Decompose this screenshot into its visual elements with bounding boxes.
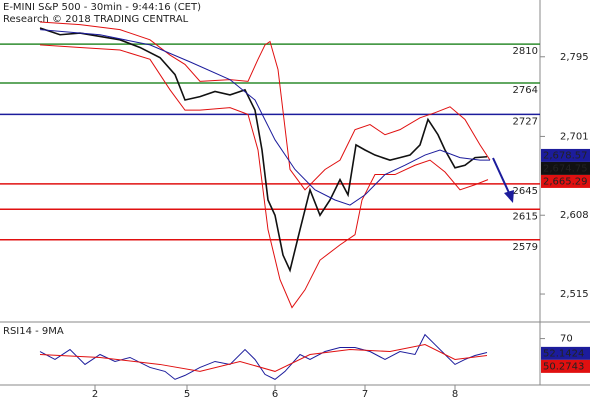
level-label: 2615 <box>513 211 538 222</box>
forecast-arrow <box>492 157 511 196</box>
value-box <box>541 359 590 373</box>
x-tick-label: 5 <box>184 389 190 400</box>
y-tick-label: 2,608 <box>560 210 589 221</box>
x-tick-label: 2 <box>92 389 98 400</box>
value-box-label: 2,665.29 <box>543 176 588 187</box>
y-tick-label: 2,701 <box>560 131 589 142</box>
x-tick-label: 8 <box>452 389 458 400</box>
level-label: 2764 <box>513 85 538 96</box>
chart-subtitle: Research © 2018 TRADING CENTRAL <box>3 14 189 25</box>
value-box <box>541 161 590 175</box>
plot-layer: 2,515 2,608 2,701 2,795 2810 2764 2727 2645 2615… <box>0 21 590 400</box>
level-label: 2579 <box>513 242 538 253</box>
value-box <box>541 174 590 188</box>
value-box-label: 52.1424 <box>543 348 584 359</box>
value-box <box>541 148 590 162</box>
chart-title: E-MINI S&P 500 - 30min - 9:44:16 (CET) <box>3 2 201 13</box>
indicator-title: RSI14 - 9MA <box>3 326 64 337</box>
series-line <box>39 27 488 273</box>
level-label: 2645 <box>513 186 538 197</box>
value-box-label: 2,678.57 <box>543 150 588 161</box>
value-box <box>541 346 590 360</box>
y-tick-label: 2,515 <box>560 289 589 300</box>
series-line <box>39 44 489 309</box>
y-tick-label: 2,795 <box>560 52 589 63</box>
value-box-label: 50.2743 <box>543 361 584 372</box>
level-label: 2727 <box>513 116 538 127</box>
level-label: 2810 <box>513 46 538 57</box>
series-line <box>39 333 488 380</box>
series-line <box>39 344 488 372</box>
series-line <box>39 21 491 191</box>
series-line <box>39 29 490 206</box>
x-tick-label: 7 <box>362 389 368 400</box>
x-tick-label: 6 <box>272 389 278 400</box>
y-tick-label: 70 <box>560 334 573 345</box>
forecast-arrowhead <box>504 190 514 203</box>
value-box-label: 2,674.75 <box>543 163 588 174</box>
